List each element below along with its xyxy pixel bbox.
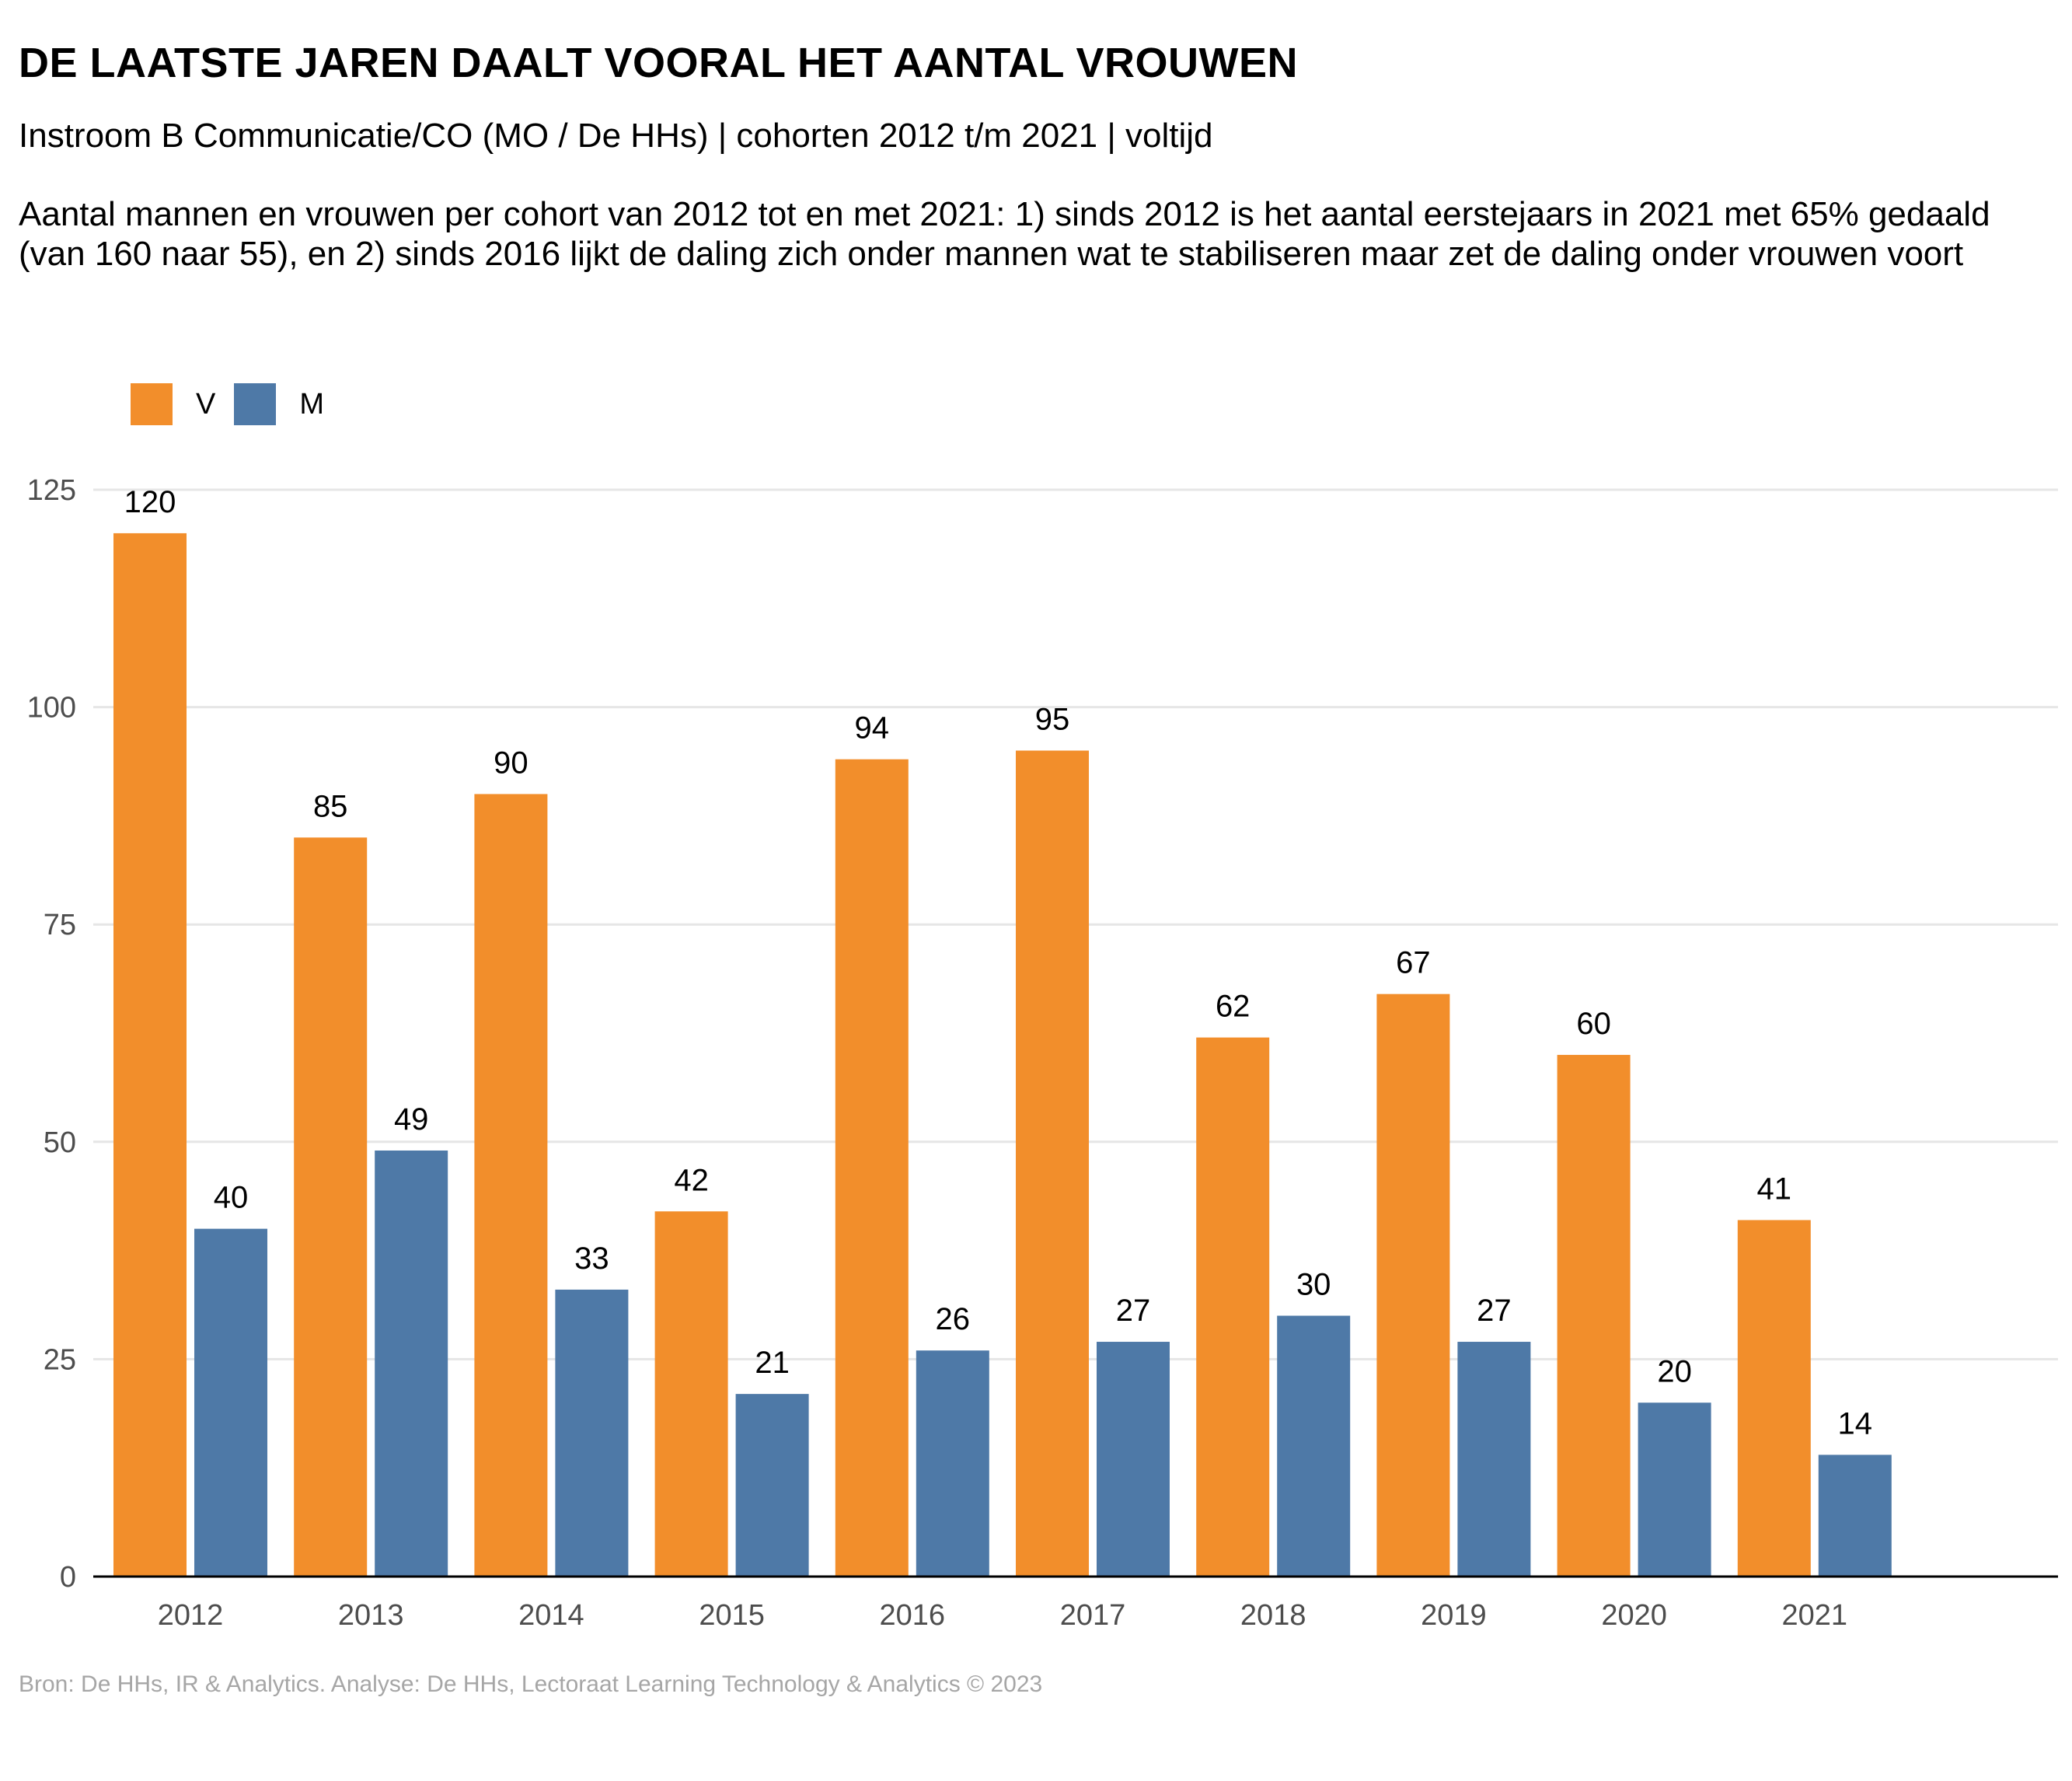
bar-v-2017 <box>1016 750 1089 1577</box>
bars <box>113 533 1892 1577</box>
bar-m-2016 <box>916 1350 989 1577</box>
bar-m-2020 <box>1638 1402 1711 1577</box>
bar-m-2018 <box>1277 1315 1351 1577</box>
data-label-m-2015: 21 <box>755 1346 790 1380</box>
data-label-m-2012: 40 <box>214 1181 249 1215</box>
data-label-v-2021: 41 <box>1757 1172 1792 1206</box>
bar-v-2013 <box>294 837 368 1577</box>
legend-label-v: V <box>196 387 216 421</box>
data-label-v-2014: 90 <box>494 746 528 780</box>
bar-m-2012 <box>194 1228 267 1577</box>
data-label-m-2017: 27 <box>1116 1294 1151 1328</box>
x-tick-label: 2014 <box>518 1599 584 1632</box>
data-label-m-2021: 14 <box>1838 1406 1873 1441</box>
x-tick-label: 2016 <box>880 1599 946 1632</box>
legend: V M <box>131 383 347 425</box>
data-label-v-2013: 85 <box>313 789 348 823</box>
bar-v-2018 <box>1196 1037 1270 1577</box>
legend-swatch-m <box>234 383 277 425</box>
legend-item-m: M <box>234 383 324 425</box>
bar-m-2014 <box>555 1289 629 1577</box>
x-tick-label: 2020 <box>1601 1599 1667 1632</box>
chart-title: DE LAATSTE JAREN DAALT VOORAL HET AANTAL… <box>19 40 1299 86</box>
y-tick-label: 25 <box>44 1343 76 1376</box>
bar-m-2017 <box>1097 1342 1170 1577</box>
y-tick-label: 125 <box>27 474 76 507</box>
chart-subtitle: Instroom B Communicatie/CO (MO / De HHs)… <box>19 117 1213 155</box>
y-tick-label: 0 <box>60 1561 76 1594</box>
data-label-m-2019: 27 <box>1477 1294 1512 1328</box>
data-label-v-2017: 95 <box>1035 703 1070 737</box>
bar-m-2013 <box>375 1150 448 1577</box>
bar-v-2019 <box>1376 994 1450 1577</box>
data-label-v-2016: 94 <box>855 711 890 746</box>
data-label-m-2016: 26 <box>936 1302 971 1336</box>
y-tick-label: 75 <box>44 909 76 941</box>
bar-m-2021 <box>1818 1454 1892 1577</box>
legend-item-v: V <box>131 383 215 425</box>
data-label-v-2015: 42 <box>674 1163 709 1197</box>
data-label-v-2019: 67 <box>1396 946 1431 980</box>
data-label-v-2012: 120 <box>124 485 176 519</box>
bar-v-2015 <box>654 1211 728 1577</box>
x-tick-label: 2021 <box>1782 1599 1848 1632</box>
data-label-m-2018: 30 <box>1296 1267 1331 1301</box>
bar-m-2019 <box>1457 1342 1531 1577</box>
chart-description: Aantal mannen en vrouwen per cohort van … <box>19 195 1990 274</box>
data-label-m-2014: 33 <box>574 1241 609 1276</box>
legend-swatch-v <box>131 383 173 425</box>
bar-v-2016 <box>835 759 909 1577</box>
source-caption: Bron: De HHs, IR & Analytics. Analyse: D… <box>19 1671 1043 1697</box>
bar-v-2012 <box>113 533 187 1577</box>
x-tick-label: 2019 <box>1421 1599 1487 1632</box>
y-tick-label: 100 <box>27 692 76 725</box>
y-tick-label: 50 <box>44 1126 76 1159</box>
x-tick-label: 2012 <box>158 1599 224 1632</box>
x-tick-label: 2017 <box>1060 1599 1126 1632</box>
data-label-m-2020: 20 <box>1657 1354 1692 1388</box>
data-label-v-2018: 62 <box>1216 990 1251 1024</box>
x-tick-label: 2013 <box>338 1599 404 1632</box>
bar-v-2021 <box>1737 1220 1811 1577</box>
legend-label-m: M <box>299 387 325 421</box>
data-label-m-2013: 49 <box>394 1102 429 1137</box>
x-tick-label: 2015 <box>699 1599 765 1632</box>
data-label-v-2020: 60 <box>1576 1007 1611 1041</box>
data-labels: 120 40 85 49 90 33 42 21 94 26 95 27 62 30 67 27 60 20 41 1… <box>124 485 1872 1441</box>
x-tick-label: 2018 <box>1240 1599 1306 1632</box>
bar-v-2020 <box>1557 1054 1631 1577</box>
bar-v-2014 <box>474 794 548 1577</box>
bar-m-2015 <box>735 1394 809 1577</box>
